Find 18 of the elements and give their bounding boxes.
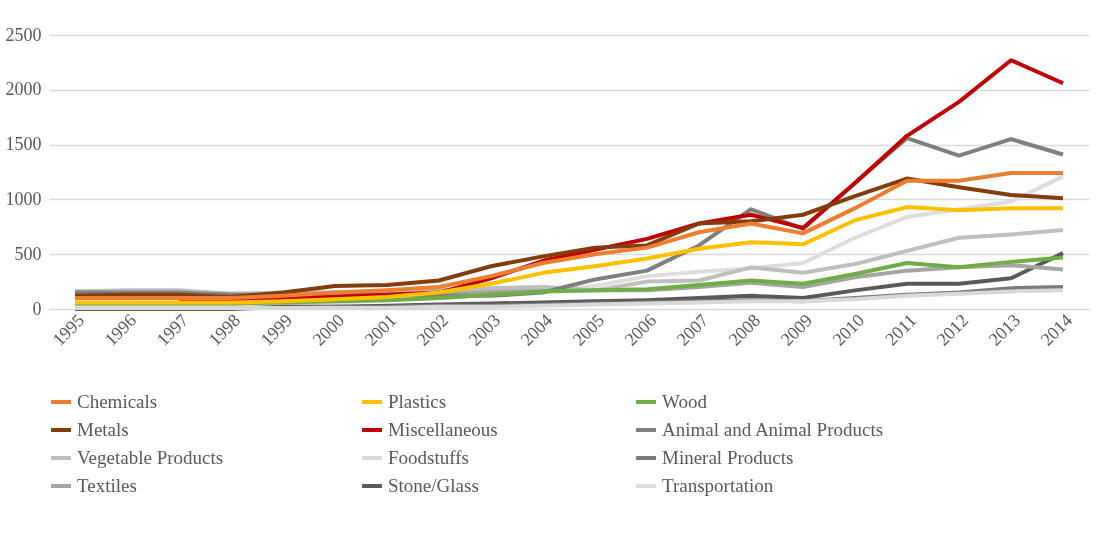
legend-label: Textiles [77, 475, 137, 496]
legend-label: Metals [77, 419, 129, 440]
y-tick-label: 1000 [5, 188, 42, 209]
legend-label: Vegetable Products [77, 447, 224, 468]
y-tick-label: 500 [14, 243, 42, 264]
y-tick-label: 1500 [5, 134, 42, 155]
legend-label: Transportation [662, 475, 774, 496]
legend-label: Miscellaneous [388, 419, 498, 440]
y-tick-label: 2000 [5, 79, 42, 100]
y-tick-label: 2500 [5, 24, 42, 45]
legend-label: Mineral Products [662, 447, 794, 468]
legend-label: Wood [662, 391, 708, 412]
legend-label: Plastics [388, 391, 447, 412]
legend-label: Stone/Glass [388, 475, 479, 496]
legend-label: Chemicals [77, 391, 158, 412]
y-tick-label: 0 [32, 298, 42, 319]
legend-label: Foodstuffs [388, 447, 469, 468]
legend-label: Animal and Animal Products [662, 419, 884, 440]
